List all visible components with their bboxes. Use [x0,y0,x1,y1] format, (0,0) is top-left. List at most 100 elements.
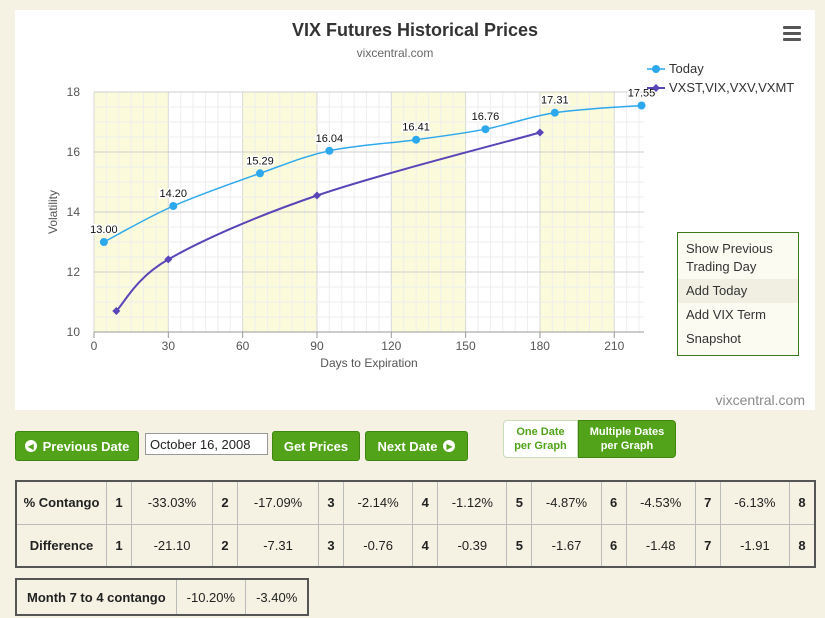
one-date-label: One Date per Graph [514,426,567,452]
month-value: -33.03% [130,480,214,525]
menu-item-show-previous[interactable]: Show Previous Trading Day [686,241,773,274]
month-number: 3 [318,480,345,525]
month-value: -1.91 [719,523,791,568]
data-label: 15.29 [246,155,274,167]
previous-date-label: Previous Date [42,438,130,454]
chart-svg: 0 30 60 90 120 150 180 210 10 12 14 16 18 VIX Futures… [46,20,657,370]
data-point [169,202,178,210]
chart-title: VIX Futures Historical Prices [292,20,538,40]
month-value: -1.48 [625,523,696,568]
hamburger-menu-icon[interactable] [783,26,801,42]
x-tick-label: 180 [530,339,550,353]
y-tick-label: 10 [67,325,81,339]
data-point [481,125,490,134]
multiple-dates-toggle[interactable]: Multiple Dates per Graph [578,420,676,458]
data-label: 16.04 [316,133,344,145]
table-row: Difference 1 -21.10 2 -7.31 3 -0.76 4 -0.39 5 -1.6… [15,523,816,568]
data-point [535,128,544,137]
x-axis-title: Days to Expiration [320,356,417,370]
month-number: 3 [318,523,345,568]
menu-item-add-today[interactable]: Add Today [678,279,798,303]
next-date-label: Next Date [377,438,438,454]
month-value: -6.13% [719,480,791,525]
table-row: % Contango 1 -33.03% 2 -17.09% 3 -2.14% 4 -1.12%… [15,480,816,525]
month-number: 4 [412,480,439,525]
month-7-4-value: -10.20% [175,578,247,616]
data-point [112,307,121,315]
y-tick-label: 12 [67,265,81,279]
data-label: 17.31 [541,95,569,107]
chart-subtitle: vixcentral.com [357,46,434,60]
month-value: -1.12% [437,480,508,525]
month-7-4-value: -3.40% [245,578,309,616]
month-value: -21.10 [130,523,214,568]
month-number: 6 [600,480,627,525]
data-point [325,146,334,155]
month-number: 2 [212,523,239,568]
month-number: 5 [506,480,533,525]
legend-label-term: VXST,VIX,VXV,VXMT [669,80,795,95]
next-date-button[interactable]: Next Date ▶ [365,431,468,461]
y-tick-label: 16 [67,145,81,159]
y-tick-label: 18 [67,85,81,99]
data-label: 17.55 [628,88,656,100]
x-tick-label: 150 [456,339,476,353]
month-number: 1 [106,480,132,525]
y-axis-title: Volatility [46,190,60,234]
month-number: 2 [212,480,239,525]
series-line [115,131,541,312]
month-value: -0.76 [343,523,414,568]
legend-item-term[interactable]: VXST,VIX,VXV,VXMT [647,78,794,97]
month-number: 8 [789,523,816,568]
date-input[interactable] [145,433,268,455]
x-tick-label: 120 [381,339,401,353]
month-7-4-label: Month 7 to 4 contango [15,578,177,616]
one-date-toggle[interactable]: One Date per Graph [503,420,578,458]
table-row: Month 7 to 4 contango -10.20% -3.40% [15,578,309,616]
contango-table: % Contango 1 -33.03% 2 -17.09% 3 -2.14% 4 -1.12%… [15,480,816,568]
month-value: -2.14% [343,480,414,525]
month-value: -7.31 [237,523,320,568]
month-number: 7 [694,480,721,525]
chart-credits[interactable]: vixcentral.com [715,392,805,408]
month-number: 6 [600,523,627,568]
menu-item-snapshot[interactable]: Snapshot [686,331,741,346]
row-label: % Contango [15,480,107,525]
previous-date-button[interactable]: ◀ Previous Date [15,431,139,461]
data-point [637,101,646,110]
x-tick-label: 0 [91,339,98,353]
data-point [99,238,108,246]
data-point [312,191,321,200]
data-point [164,255,173,264]
chart-legend: Today VXST,VIX,VXV,VXMT [647,59,794,97]
x-tick-label: 30 [162,339,176,353]
legend-circle-icon [647,64,665,73]
legend-label-today: Today [669,61,704,76]
arrow-left-icon: ◀ [24,440,37,452]
data-label: 16.41 [402,122,430,134]
month-value: -1.67 [531,523,602,568]
data-label: 16.76 [472,111,500,123]
month-7-4-table: Month 7 to 4 contango -10.20% -3.40% [15,578,310,616]
month-value: -4.53% [625,480,696,525]
legend-item-today[interactable]: Today [647,59,794,78]
x-tick-label: 90 [310,339,324,353]
month-number: 8 [789,480,816,525]
legend-diamond-icon [647,83,665,92]
x-tick-label: 60 [236,339,250,353]
menu-item-add-vix-term[interactable]: Add VIX Term [686,307,766,322]
month-number: 7 [694,523,721,568]
data-point [550,108,559,117]
x-tick-label: 210 [604,339,624,353]
data-point [412,135,421,144]
y-tick-label: 14 [67,205,81,219]
data-point [255,169,264,178]
get-prices-label: Get Prices [283,438,349,454]
row-label: Difference [15,523,107,568]
month-number: 1 [106,523,132,568]
data-label: 13.00 [90,224,118,236]
month-number: 4 [412,523,439,568]
multiple-dates-label: Multiple Dates per Graph [589,426,665,452]
month-value: -4.87% [531,480,602,525]
get-prices-button[interactable]: Get Prices [272,431,360,461]
